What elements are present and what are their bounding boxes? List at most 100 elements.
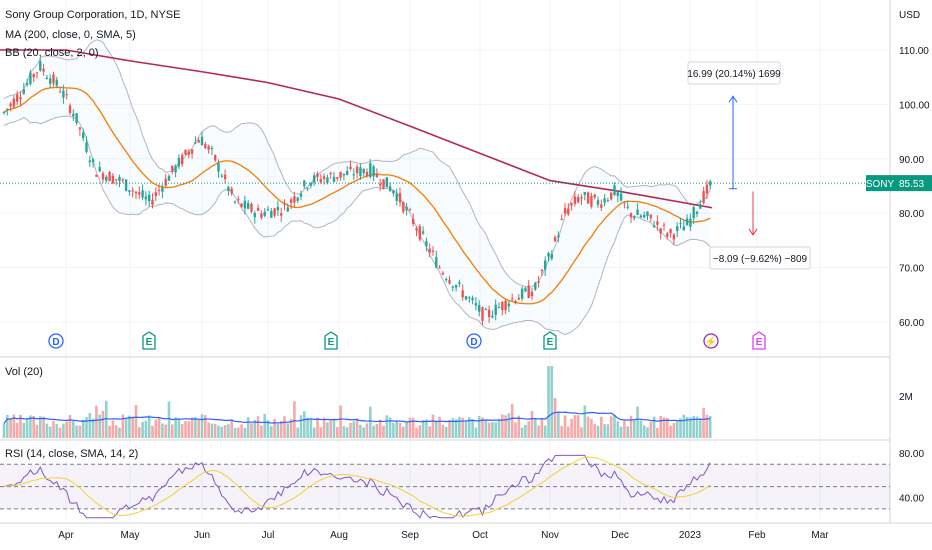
candle-body [626,206,629,208]
volume-bar [207,422,210,438]
candle-body [402,202,405,212]
volume-bar [609,416,613,438]
volume-bar [184,421,187,438]
volume-bar [567,426,570,438]
candle-body [560,219,563,221]
volume-bar [303,411,306,438]
volume-bar [177,418,181,438]
candle-body [95,174,98,177]
volume-bar [702,407,705,438]
time-tick-label: Aug [330,530,348,541]
candle-body [481,307,484,321]
volume-bar [204,415,207,438]
candle-body [563,208,567,214]
time-tick-label: Apr [58,530,74,541]
candle-body [144,196,148,200]
candle-body [82,132,85,139]
volume-bar [2,423,6,438]
candle-body [553,237,557,242]
volume-bar [326,422,329,438]
candle-body [623,202,626,204]
candle-body [362,168,365,174]
candle-body [369,163,372,177]
time-tick-label: Jun [194,530,210,541]
candle-body [699,204,702,209]
candle-body [471,297,474,301]
volume-bar [616,421,620,438]
volume-bar [474,427,478,438]
candle-body [514,300,517,304]
legend-volume[interactable]: Vol (20) [5,365,43,379]
candle-body [128,190,131,192]
volume-bar [299,415,303,438]
volume-bar [95,405,98,438]
volume-bar [501,414,504,438]
legend-bb[interactable]: BB (20, close, 2, 0) [5,46,99,60]
candle-body [421,231,425,234]
candle-body [643,214,646,218]
volume-bar [484,420,488,438]
candle-body [138,192,141,195]
volume-bar [662,417,666,438]
volume-bar [266,420,270,438]
volume-bar [689,417,692,438]
volume-bar [435,420,438,438]
candle-body [379,183,382,186]
volume-bar [276,423,280,438]
volume-bar [197,419,200,438]
candle-body [45,77,49,79]
candle-body [32,74,35,78]
volume-bar [108,425,111,438]
volume-bar [491,422,494,438]
volume-bar [398,422,402,438]
volume-bar [487,422,491,438]
volume-bar [514,422,517,438]
ma200-polyline [0,49,713,209]
candle-body [240,203,243,207]
volume-bar [560,425,563,438]
candle-body [603,198,606,203]
candle-body [131,190,134,192]
earnings-marker [142,331,156,350]
volume-bar [619,426,623,438]
volume-bar [652,416,656,438]
candle-body [606,200,610,202]
volume-bar [517,415,521,438]
volume-bar [649,422,653,438]
candle-body [375,173,379,178]
legend-rsi[interactable]: RSI (14, close, SMA, 14, 2) [5,447,138,461]
legend-ma[interactable]: MA (200, close, 0, SMA, 5) [5,28,136,42]
volume-bar [260,425,263,438]
candle-body [296,197,299,201]
candle-body [610,192,613,200]
volume-bar [12,414,16,438]
candle-body [91,159,95,163]
candle-body [266,209,270,211]
volume-bar [91,418,95,438]
volume-bar [9,418,12,438]
candle-body [672,234,676,240]
candle-body [273,208,276,216]
candle-body [652,225,656,228]
candle-body [293,196,296,203]
candle-body [177,158,181,167]
candle-body [134,191,138,194]
candle-body [501,301,504,311]
volume-bar [682,414,686,438]
candle-body [322,176,326,179]
volume-bar [659,416,662,438]
candle-body [415,228,418,231]
volume-bar [375,423,379,438]
candle-body [190,149,194,154]
candle-body [62,90,65,98]
candle-body [313,175,316,183]
volume-bar [444,426,448,438]
volume-bar [481,417,484,438]
volume-bar [52,420,55,438]
volume-bar [15,422,19,438]
volume-bar [161,423,164,438]
candle-body [573,196,577,204]
volume-bar [639,420,643,438]
candle-body [16,94,19,102]
